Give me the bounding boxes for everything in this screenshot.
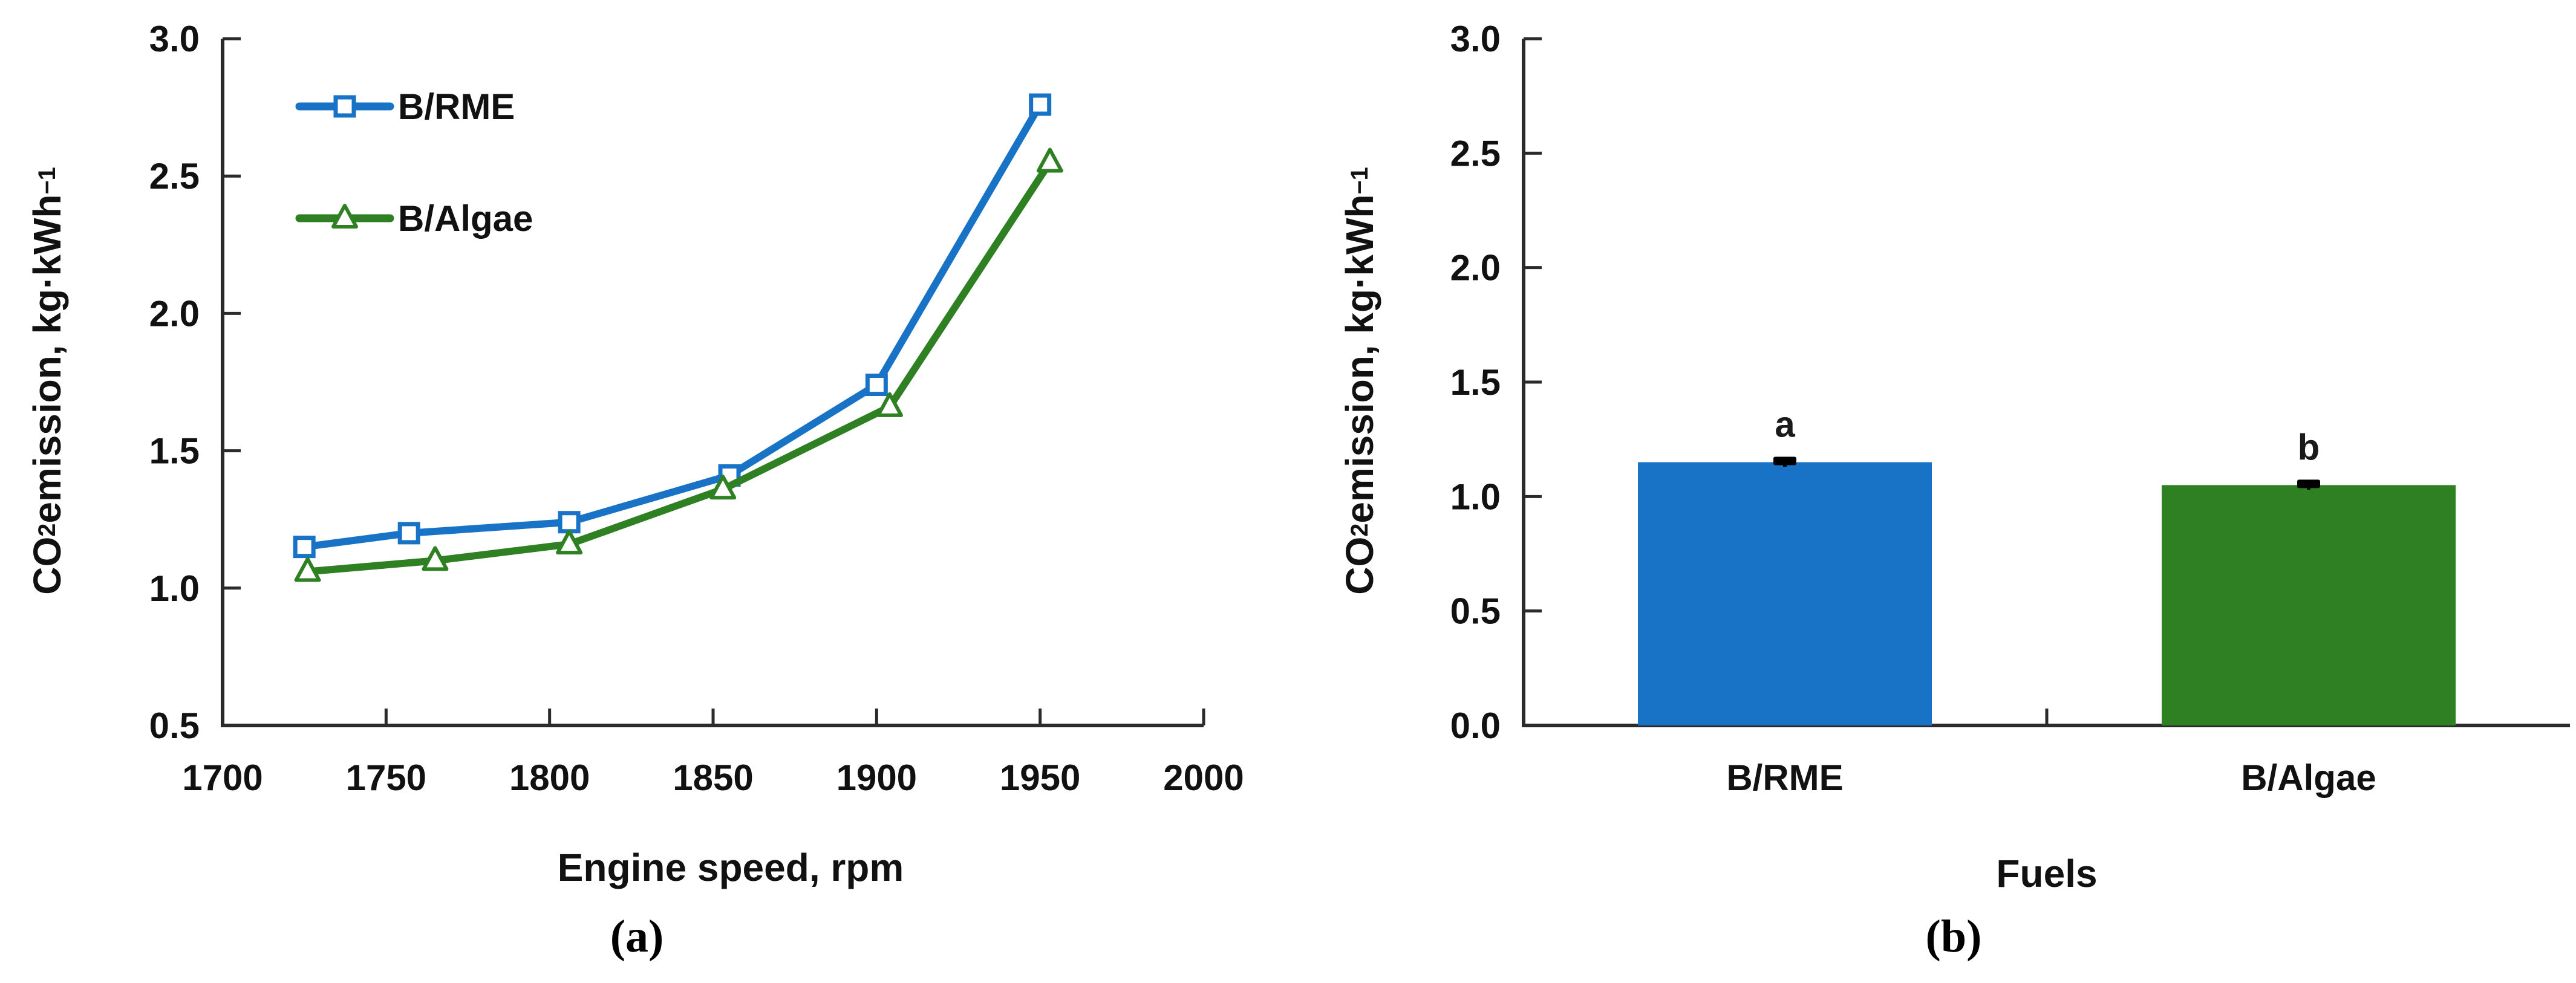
- panel-caption-a: (a): [610, 911, 664, 962]
- error-bar-cap: [2297, 479, 2320, 488]
- square-marker: [293, 536, 316, 559]
- significance-letter: a: [1775, 404, 1795, 445]
- x-tick-label-a: 1900: [836, 758, 917, 798]
- y-tick-label-b: 2.5: [1450, 133, 1501, 174]
- square-marker: [865, 374, 888, 397]
- square-marker: [397, 522, 420, 545]
- y-tick-label-a: 0.5: [149, 706, 200, 746]
- y-tick-label-a: 2.5: [149, 156, 200, 196]
- triangle-marker: [876, 392, 903, 417]
- series-line-b-algae: [304, 158, 1054, 576]
- y-tick-label-a: 1.5: [149, 431, 200, 472]
- bar-b-algae: [2162, 485, 2456, 725]
- y-tick-label-a: 2.0: [149, 293, 200, 334]
- y-tick-label-b: 1.5: [1450, 362, 1501, 403]
- axes-a: [221, 39, 1204, 727]
- y-tick-label-b: 0.5: [1450, 591, 1501, 632]
- y-axis-title-b: CO 2 emission, kg·kWh −1: [1338, 167, 1381, 595]
- y-tick-label-b: 0.0: [1450, 706, 1501, 746]
- bar-chart-panel-b: 0.0 0.5 1.0 1.5 2.0 2.5 3.0 a B/RME b B/Algae: [1450, 19, 2570, 798]
- x-axis-title-b: Fuels: [1996, 852, 2098, 895]
- x-tick-label-a: 1800: [509, 758, 590, 798]
- triangle-marker: [709, 475, 737, 500]
- x-axis-title-a: Engine speed, rpm: [557, 846, 904, 889]
- line-chart-panel-a: 0.5 1.0 1.5 2.0 2.5 3.0 1700 1750 1800 1850 1900 19…: [149, 19, 1244, 798]
- significance-letter: b: [2298, 427, 2320, 467]
- legend-label: B/Algae: [398, 198, 533, 239]
- square-marker: [1029, 93, 1052, 116]
- y-axis-title-a: CO 2 emission, kg·kWh −1: [25, 167, 69, 595]
- category-label: B/Algae: [2241, 758, 2376, 798]
- panel-caption-b: (b): [1925, 911, 1982, 962]
- y-tick-label-b: 3.0: [1450, 19, 1501, 59]
- square-marker: [558, 511, 581, 534]
- legend-square-marker: [333, 95, 356, 118]
- series-line-b-rme: [301, 101, 1044, 551]
- y-tick-label-a: 3.0: [149, 19, 200, 59]
- x-tick-label-a: 1700: [182, 758, 262, 798]
- triangle-marker: [1036, 148, 1063, 173]
- y-tick-label-a: 1.0: [149, 568, 200, 609]
- legend-triangle-marker: [331, 204, 358, 229]
- legend-label: B/RME: [398, 86, 515, 127]
- x-tick-label-a: 1850: [673, 758, 753, 798]
- y-tick-label-b: 2.0: [1450, 248, 1501, 288]
- triangle-marker: [422, 546, 449, 571]
- x-tick-label-a: 1750: [346, 758, 426, 798]
- x-tick-label-a: 1950: [1000, 758, 1080, 798]
- y-tick-label-b: 1.0: [1450, 476, 1501, 517]
- triangle-marker: [556, 530, 583, 555]
- error-bar-cap: [1773, 456, 1796, 466]
- category-label: B/RME: [1726, 758, 1843, 798]
- triangle-marker: [294, 557, 321, 582]
- bar-b-rme: [1638, 462, 1932, 725]
- x-tick-label-a: 2000: [1163, 758, 1244, 798]
